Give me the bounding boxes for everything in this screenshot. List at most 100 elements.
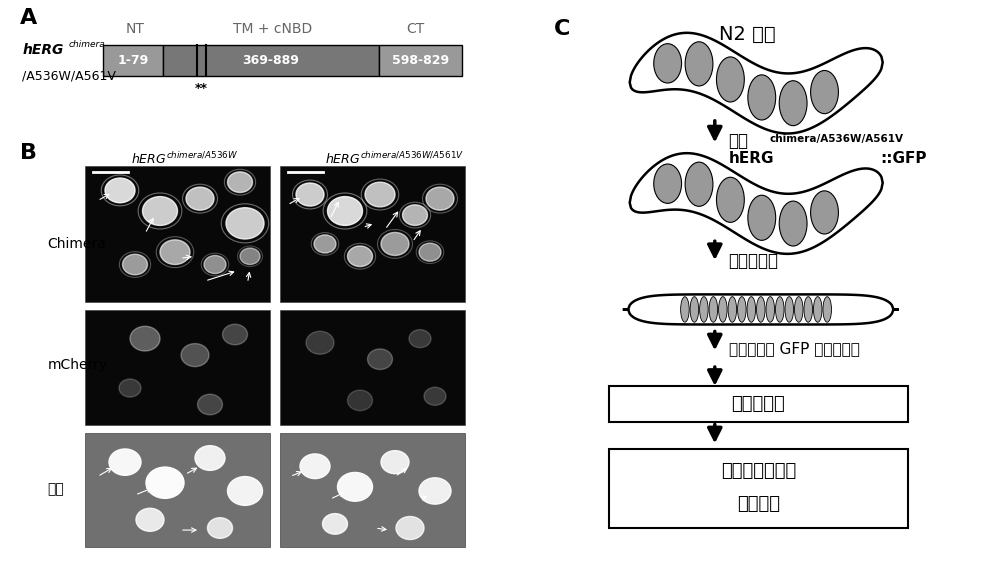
Text: **: ** [195,82,208,95]
Ellipse shape [757,297,765,322]
Text: Chimera: Chimera [48,237,106,251]
Ellipse shape [716,57,744,102]
Bar [85,166,270,302]
Ellipse shape [811,191,838,234]
Text: 转运矫正剂: 转运矫正剂 [732,395,785,413]
Text: 根据表型和 GFP 报道子选择: 根据表型和 GFP 报道子选择 [729,341,859,356]
Ellipse shape [719,297,727,322]
Circle shape [109,449,141,475]
Circle shape [204,255,226,274]
Text: NT: NT [126,22,144,36]
Text: B: B [20,143,37,163]
Text: chimera: chimera [68,40,105,49]
Text: C: C [554,20,570,39]
Text: CT: CT [406,22,425,36]
Circle shape [181,343,209,367]
Text: $hERG^{chimera/A536W/A561V}$: $hERG^{chimera/A536W/A561V}$ [325,151,465,167]
Circle shape [136,508,164,531]
Ellipse shape [709,297,718,322]
Circle shape [322,514,348,534]
Circle shape [226,208,264,239]
Ellipse shape [779,201,807,246]
Circle shape [409,329,431,347]
Ellipse shape [700,297,708,322]
Text: ::GFP: ::GFP [880,151,927,166]
Ellipse shape [811,70,838,114]
PathPatch shape [630,33,883,134]
PathPatch shape [623,294,899,324]
Text: $hERG^{chimera/A536W}$: $hERG^{chimera/A536W}$ [131,151,239,167]
Text: 598-829: 598-829 [392,54,449,67]
Text: 369-889: 369-889 [242,54,299,67]
Bar [85,310,270,425]
Circle shape [338,473,372,501]
Circle shape [186,187,214,210]
Ellipse shape [748,75,776,120]
Circle shape [306,331,334,354]
Text: A: A [20,8,37,28]
Text: N2 线虫: N2 线虫 [719,25,775,44]
FancyBboxPatch shape [609,449,908,528]
Ellipse shape [823,297,831,322]
Ellipse shape [813,297,822,322]
Text: /A536W/A561V: /A536W/A561V [22,70,116,83]
Bar [280,433,465,547]
Ellipse shape [785,297,794,322]
PathPatch shape [630,153,883,254]
Text: 1-79: 1-79 [117,54,148,67]
Circle shape [208,518,232,538]
Circle shape [419,243,441,261]
Circle shape [143,197,178,226]
Text: 合并: 合并 [48,482,64,496]
Circle shape [381,232,409,255]
Circle shape [105,178,135,203]
Bar [280,310,465,425]
Ellipse shape [685,42,713,86]
Ellipse shape [776,297,784,322]
Circle shape [381,451,409,474]
Circle shape [130,326,160,351]
Circle shape [228,477,262,505]
Ellipse shape [804,297,813,322]
Ellipse shape [690,297,699,322]
Ellipse shape [766,297,775,322]
Circle shape [195,446,225,470]
Bar [163,45,379,76]
Bar [280,166,465,302]
Circle shape [122,254,148,275]
Circle shape [424,387,446,406]
Text: hERG: hERG [22,43,64,58]
Ellipse shape [685,162,713,206]
Bar [103,45,163,76]
Circle shape [419,478,451,504]
Circle shape [119,379,141,397]
Text: hERG: hERG [729,151,774,166]
Ellipse shape [654,43,682,83]
Ellipse shape [716,177,744,222]
Text: mCherry: mCherry [48,358,108,372]
Circle shape [365,182,395,207]
Circle shape [198,394,222,415]
Text: TM + cNBD: TM + cNBD [233,22,313,36]
Bar [85,433,270,547]
Circle shape [296,183,324,206]
Circle shape [146,467,184,499]
Ellipse shape [748,195,776,240]
Circle shape [228,172,253,192]
Ellipse shape [747,297,756,322]
Ellipse shape [681,297,689,322]
Circle shape [368,349,392,369]
Text: 表达: 表达 [729,131,749,149]
Circle shape [314,235,336,253]
Ellipse shape [794,297,803,322]
Bar [379,45,462,76]
Text: chimera/A536W/A561V: chimera/A536W/A561V [770,134,904,144]
Circle shape [328,197,362,226]
FancyBboxPatch shape [609,386,908,422]
Ellipse shape [654,164,682,204]
Circle shape [240,248,260,265]
Text: 印迹核实: 印迹核实 [737,495,780,513]
Ellipse shape [728,297,737,322]
Circle shape [426,187,454,210]
Ellipse shape [779,81,807,126]
